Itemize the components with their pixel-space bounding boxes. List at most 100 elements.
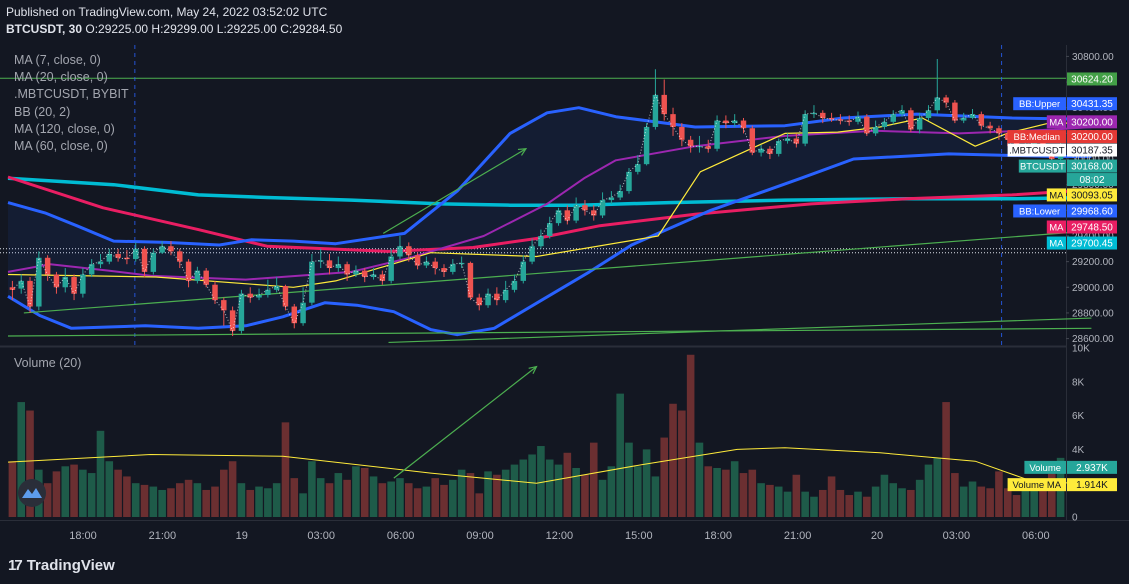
candle-body: [855, 116, 861, 122]
price-tag-value: 30200.00: [1071, 117, 1113, 128]
candle-body: [88, 264, 95, 275]
volume-bar: [783, 491, 792, 517]
price-tag-bg: [1067, 97, 1117, 111]
price-tag-name: BB:Median: [1014, 132, 1060, 143]
candle-body: [458, 262, 465, 265]
candle-body: [626, 171, 632, 192]
legend-ma7[interactable]: MA (7, close, 0): [14, 53, 101, 67]
tradingview-logo-icon: 17: [8, 557, 23, 574]
price-tag-name: MA: [1049, 239, 1064, 250]
candle-body: [44, 257, 51, 275]
time-tick: 03:00: [307, 530, 335, 542]
volume-bar: [1021, 486, 1030, 517]
time-tick: 06:00: [387, 530, 415, 542]
volume-bar: [898, 488, 906, 517]
price-tag-name: MA: [1049, 223, 1064, 234]
volume-bar: [748, 469, 757, 517]
price-tick: 28800.00: [1072, 308, 1114, 319]
candle-body: [740, 120, 747, 129]
price-tag-value: 29700.45: [1071, 239, 1113, 250]
volume-bar: [308, 461, 316, 517]
volume-bar: [413, 488, 422, 517]
candle-body: [229, 310, 236, 331]
volume-bar: [1012, 495, 1021, 517]
volume-tick: 6K: [1072, 411, 1085, 422]
symbol-ohlc: BTCUSDT, 30 O:29225.00 H:29299.00 L:2922…: [6, 22, 342, 36]
candle-body: [132, 248, 139, 260]
time-tick: 21:00: [149, 530, 177, 542]
price-tag-name: Volume MA: [1013, 480, 1062, 491]
price-tag-name-bg: [1046, 220, 1066, 234]
volume-bar: [70, 464, 78, 517]
volume-bar: [184, 479, 193, 517]
volume-bar: [387, 481, 395, 517]
price-tag-value: 29748.50: [1071, 223, 1113, 234]
volume-bar: [484, 471, 492, 517]
volume-bar: [87, 473, 96, 517]
candle-body: [344, 264, 350, 275]
volume-bar: [8, 461, 17, 517]
candle-body: [124, 257, 130, 260]
volume-bar: [792, 474, 801, 517]
candle-body: [811, 112, 817, 115]
candle-body: [450, 264, 456, 272]
tradingview-brand[interactable]: 17 TradingView: [8, 557, 115, 574]
candle-body: [643, 126, 650, 165]
volume-bar: [193, 483, 202, 517]
candle-body: [397, 246, 403, 257]
time-tick: 19: [236, 530, 248, 542]
volume-bar: [863, 496, 871, 517]
volume-bar: [378, 483, 387, 517]
volume-bar: [343, 479, 351, 517]
volume-bar: [1030, 481, 1038, 517]
legend-ma60[interactable]: MA (60, close, 0): [14, 139, 108, 154]
legend-ma120[interactable]: MA (120, close, 0): [14, 121, 115, 136]
legend-bb[interactable]: BB (20, 2): [14, 104, 71, 119]
candle-body: [27, 280, 33, 307]
volume-bar: [915, 479, 924, 517]
price-tag-bg: [1067, 173, 1117, 187]
price-tag-name: BB:Lower: [1019, 206, 1060, 217]
legend-ma20[interactable]: MA (20, close, 0): [14, 70, 108, 85]
volume-bar: [272, 483, 281, 517]
candle-body: [80, 274, 86, 294]
candle-body: [687, 139, 694, 147]
price-tag-name: MA: [1049, 117, 1064, 128]
candle-body: [714, 120, 720, 149]
volume-bar: [854, 491, 862, 517]
volume-bar: [924, 464, 933, 517]
volume-legend[interactable]: Volume (20): [14, 356, 82, 370]
trend-arrow-head: [517, 148, 528, 156]
volume-bar: [316, 478, 325, 517]
volume-bar: [968, 481, 977, 517]
indicator-legend: MA (7, close, 0) MA (20, close, 0) .MBTC…: [14, 52, 129, 155]
price-tag-bg: [1067, 460, 1117, 474]
price-tag-name: .MBTCUSDT: [1009, 146, 1065, 157]
volume-bar: [211, 486, 219, 517]
price-tag-bg: [1067, 159, 1117, 173]
candle-body: [775, 141, 782, 154]
price-tag-name: BB:Upper: [1019, 99, 1060, 110]
volume-bar: [889, 483, 898, 517]
candle-body: [406, 246, 412, 256]
price-tag-name-bg: [1013, 97, 1066, 111]
candle-body: [265, 289, 271, 295]
volume-bar: [264, 488, 272, 517]
price-tag-value: 1.914K: [1076, 480, 1108, 491]
legend-mbtcusdt[interactable]: .MBTCUSDT, BYBIT: [14, 87, 129, 102]
volume-bar: [52, 471, 61, 517]
candle-body: [71, 277, 77, 294]
price-tag-bg: [1067, 236, 1117, 250]
volume-bar: [299, 493, 307, 517]
price-tag-name-bg: [1007, 130, 1066, 144]
price-tag-bg: [1067, 478, 1117, 492]
candle-body: [300, 302, 306, 324]
symbol-name[interactable]: BTCUSDT, 30: [6, 22, 83, 36]
candle-body: [731, 120, 738, 124]
volume-bar: [907, 489, 915, 517]
volume-bar: [360, 467, 369, 517]
volume-bar: [581, 474, 589, 517]
volume-bar: [554, 464, 563, 517]
volume-bar: [995, 471, 1003, 517]
